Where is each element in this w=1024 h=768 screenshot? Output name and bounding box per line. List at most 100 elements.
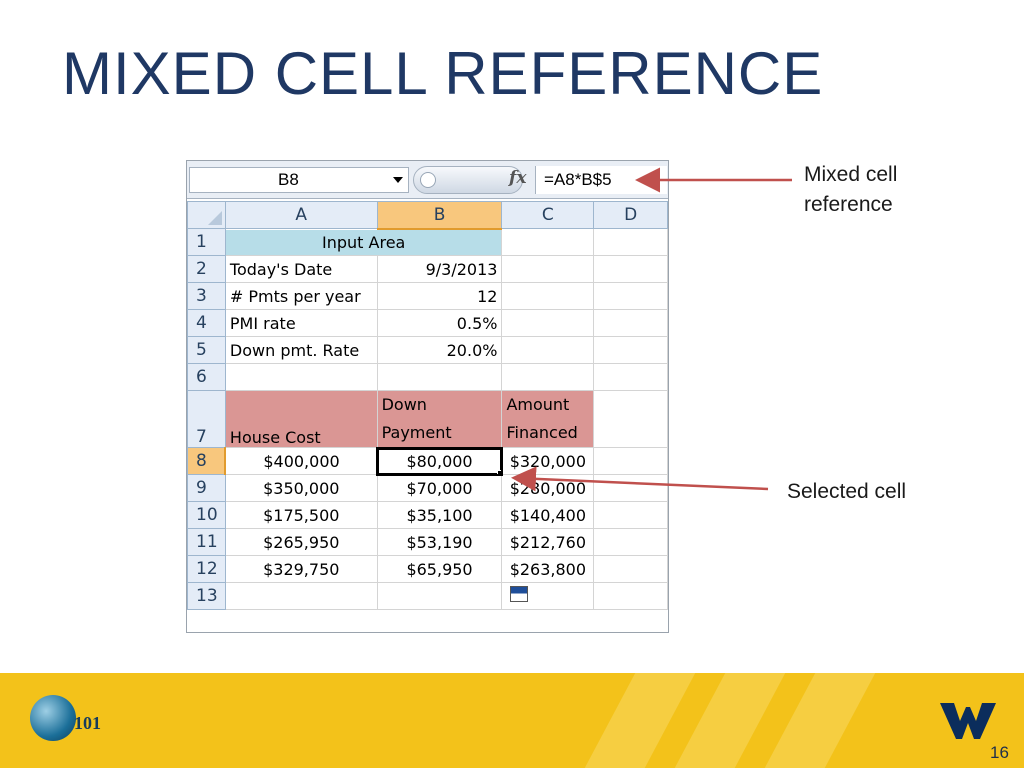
cell-c9[interactable]: $280,000 [501,474,595,502]
name-box[interactable]: B8 [189,167,409,193]
cell-c6[interactable] [501,363,595,391]
down-payment-line1: Down [381,395,427,414]
cell-b3[interactable]: 12 [376,282,503,310]
formula-bar-resize-handle[interactable] [413,166,523,194]
cell-d13[interactable] [593,582,668,610]
table-row: 3 # Pmts per year 12 [187,282,668,310]
spreadsheet-screenshot: B8 fx =A8*B$5 A B C D 1 Input Area 2 Tod… [186,160,669,633]
cell-d3[interactable] [593,282,668,310]
cell-a6[interactable] [224,363,378,391]
amount-financed-header-cell[interactable]: Amount Financed [501,390,595,448]
dropdown-arrow-icon[interactable] [393,177,403,183]
row-header-8[interactable]: 8 [187,447,227,475]
row-header-5[interactable]: 5 [187,336,226,364]
column-header-c[interactable]: C [501,201,595,229]
cell-a5[interactable]: Down pmt. Rate [224,336,378,364]
cell-b4[interactable]: 0.5% [376,309,503,337]
cell-a11[interactable]: $265,950 [224,528,378,556]
select-all-button[interactable] [187,201,226,229]
row-header-1[interactable]: 1 [187,228,226,256]
cell-a4[interactable]: PMI rate [224,309,378,337]
cell-a8[interactable]: $400,000 [224,447,378,475]
row-header-3[interactable]: 3 [187,282,226,310]
row-header-10[interactable]: 10 [187,501,226,529]
table-row: 7 House Cost Down Payment Amount Financed [187,390,668,448]
cell-a2[interactable]: Today's Date [224,255,378,283]
cell-b13[interactable] [376,582,503,610]
cell-c10[interactable]: $140,400 [501,501,595,529]
cell-d10[interactable] [593,501,668,529]
page-number: 16 [990,743,1009,762]
cell-c2[interactable] [501,255,595,283]
cell-a3[interactable]: # Pmts per year [224,282,378,310]
cell-c12[interactable]: $263,800 [501,555,595,583]
table-row: 10 $175,500 $35,100 $140,400 [187,501,668,529]
table-row: 6 [187,363,668,391]
cell-c8[interactable]: $320,000 [501,447,595,475]
cell-d7[interactable] [593,390,668,448]
footer-band: 101 [0,673,1024,768]
input-area-title-cell[interactable]: Input Area [224,228,503,256]
cell-c4[interactable] [501,309,595,337]
fill-handle[interactable] [497,470,501,474]
column-header-d[interactable]: D [593,201,668,229]
cell-a10[interactable]: $175,500 [224,501,378,529]
cell-d12[interactable] [593,555,668,583]
cell-d2[interactable] [593,255,668,283]
cell-b8-value: $80,000 [406,451,473,471]
column-header-row: A B C D [187,201,668,230]
house-cost-header-cell[interactable]: House Cost [224,390,378,448]
table-row: 2 Today's Date 9/3/2013 [187,255,668,283]
wvu-flying-wv-icon [940,703,996,739]
cell-b6[interactable] [376,363,503,391]
amount-financed-line2: Financed [506,423,578,442]
row-header-11[interactable]: 11 [187,528,226,556]
row-header-7[interactable]: 7 [187,390,226,448]
formula-bar: B8 fx =A8*B$5 [187,161,668,199]
table-row: 1 Input Area [187,228,668,256]
cell-c13[interactable] [501,582,595,610]
table-row: 4 PMI rate 0.5% [187,309,668,337]
select-all-icon [207,211,222,225]
cell-b12[interactable]: $65,950 [376,555,503,583]
cell-b9[interactable]: $70,000 [376,474,503,502]
down-payment-header-cell[interactable]: Down Payment [376,390,503,448]
formula-input[interactable]: =A8*B$5 [535,166,667,194]
column-header-b[interactable]: B [376,201,503,230]
column-header-a[interactable]: A [224,201,378,229]
row-header-13[interactable]: 13 [187,582,226,610]
cell-c11[interactable]: $212,760 [501,528,595,556]
selected-cell-callout: Selected cell [787,480,907,503]
row-header-12[interactable]: 12 [187,555,226,583]
cell-b5[interactable]: 20.0% [376,336,503,364]
paste-options-icon[interactable] [510,586,529,602]
cell-a9[interactable]: $350,000 [224,474,378,502]
down-payment-line2: Payment [381,423,452,442]
cell-d4[interactable] [593,309,668,337]
cell-d5[interactable] [593,336,668,364]
cell-d8[interactable] [593,447,668,475]
selected-cell-b8[interactable]: $80,000 [376,446,503,476]
cell-b2[interactable]: 9/3/2013 [376,255,503,283]
worksheet-grid: A B C D 1 Input Area 2 Today's Date 9/3/… [187,201,668,610]
row-header-2[interactable]: 2 [187,255,226,283]
footer-stripe [674,673,786,768]
cell-b11[interactable]: $53,190 [376,528,503,556]
cell-d6[interactable] [593,363,668,391]
cell-a13[interactable] [224,582,378,610]
cell-b10[interactable]: $35,100 [376,501,503,529]
row-header-6[interactable]: 6 [187,363,226,391]
row-header-9[interactable]: 9 [187,474,226,502]
cell-d9[interactable] [593,474,668,502]
cell-c1[interactable] [501,228,595,256]
table-row: 5 Down pmt. Rate 20.0% [187,336,668,364]
insert-function-icon[interactable]: fx [509,168,527,188]
cell-d1[interactable] [593,228,668,256]
table-row: 12 $329,750 $65,950 $263,800 [187,555,668,583]
cell-d11[interactable] [593,528,668,556]
row-header-4[interactable]: 4 [187,309,226,337]
cell-c3[interactable] [501,282,595,310]
cs101-logo: 101 [30,695,120,749]
cell-a12[interactable]: $329,750 [224,555,378,583]
cell-c5[interactable] [501,336,595,364]
